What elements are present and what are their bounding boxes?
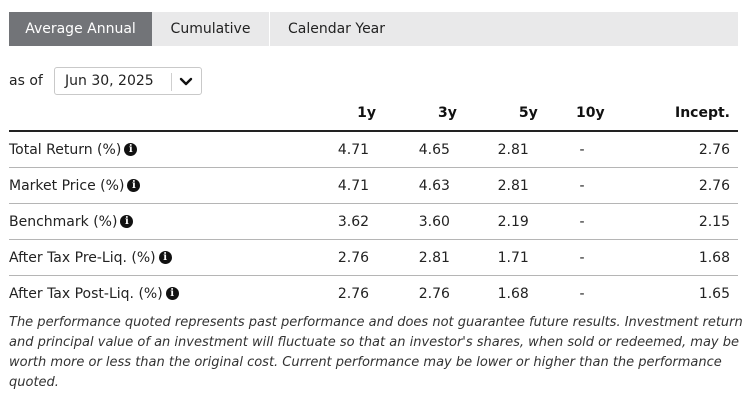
chevron-down-icon[interactable] xyxy=(178,75,194,89)
column-header-1y: 1y xyxy=(297,96,377,132)
table-header-row: 1y 3y 5y 10y Incept. xyxy=(9,96,738,132)
value-5y: 2.81 xyxy=(456,131,538,168)
value-10y: - xyxy=(537,167,615,204)
column-header-label xyxy=(9,96,298,132)
value-1y: 2.76 xyxy=(337,285,370,302)
value-1y: 4.71 xyxy=(297,131,377,168)
value-5y: 1.68 xyxy=(497,285,529,302)
value-10y: - xyxy=(537,203,615,240)
info-icon[interactable]: i xyxy=(127,178,141,192)
info-icon[interactable]: i xyxy=(124,142,138,156)
info-icon[interactable]: i xyxy=(165,286,179,300)
row-label-cell: Market Price (%) i xyxy=(9,167,298,204)
row-label: Total Return (%) xyxy=(9,141,122,158)
value-10y: - xyxy=(579,285,585,302)
row-label: After Tax Post-Liq. (%) xyxy=(9,285,163,302)
value-10y: - xyxy=(537,131,615,168)
value-inception: 2.15 xyxy=(614,203,738,240)
tab-cumulative[interactable]: Cumulative xyxy=(170,21,251,37)
value-inception: 1.65 xyxy=(698,285,730,302)
info-icon[interactable]: i xyxy=(158,250,172,264)
row-label-cell: After Tax Post-Liq. (%) i xyxy=(9,276,297,312)
performance-table: 1y 3y 5y 10y Incept. Total Return (%) i 4… xyxy=(9,96,738,311)
value-inception: 1.68 xyxy=(614,239,738,276)
column-header-3y: 3y xyxy=(376,96,457,132)
table-row: Market Price (%) i 4.71 4.63 2.81 - 2.76 xyxy=(9,167,738,204)
value-1y: 4.71 xyxy=(297,167,377,204)
column-header-5y: 5y xyxy=(456,96,538,132)
as-of-label: as of xyxy=(9,73,43,89)
value-5y: 2.81 xyxy=(456,167,538,204)
row-label: After Tax Pre-Liq. (%) xyxy=(9,249,156,266)
value-3y: 4.63 xyxy=(376,167,457,204)
value-inception: 2.76 xyxy=(614,131,738,168)
value-3y: 4.65 xyxy=(376,131,457,168)
value-5y: 1.71 xyxy=(456,239,538,276)
row-label-cell: Total Return (%) i xyxy=(9,131,298,168)
column-header-10y: 10y xyxy=(537,96,615,132)
select-divider xyxy=(171,73,172,91)
row-label: Benchmark (%) xyxy=(9,213,118,230)
table-row: After Tax Pre-Liq. (%) i 2.76 2.81 1.71 -… xyxy=(9,239,738,276)
row-label-cell: Benchmark (%) i xyxy=(9,203,298,240)
value-3y: 3.60 xyxy=(376,203,457,240)
column-header-inception: Incept. xyxy=(614,96,738,132)
table-row: Benchmark (%) i 3.62 3.60 2.19 - 2.15 xyxy=(9,203,738,240)
value-5y: 2.19 xyxy=(456,203,538,240)
value-10y: - xyxy=(537,239,615,276)
value-inception: 2.76 xyxy=(614,167,738,204)
as-of-date-value: Jun 30, 2025 xyxy=(65,73,154,89)
tab-calendar-year[interactable]: Calendar Year xyxy=(269,12,403,46)
value-3y: 2.81 xyxy=(376,239,457,276)
as-of-date-select[interactable]: Jun 30, 2025 xyxy=(54,67,202,95)
value-3y: 2.76 xyxy=(418,285,450,302)
tab-average-annual[interactable]: Average Annual xyxy=(9,12,152,46)
row-label: Market Price (%) xyxy=(9,177,125,194)
performance-tabs: Average Annual Cumulative Calendar Year xyxy=(9,12,738,46)
table-row: After Tax Post-Liq. (%) i 2.76 2.76 1.68 … xyxy=(9,276,738,312)
info-icon[interactable]: i xyxy=(120,214,134,228)
value-1y: 3.62 xyxy=(297,203,377,240)
row-label-cell: After Tax Pre-Liq. (%) i xyxy=(9,239,298,276)
value-1y: 2.76 xyxy=(297,239,377,276)
performance-disclaimer: The performance quoted represents past p… xyxy=(9,315,743,390)
table-row: Total Return (%) i 4.71 4.65 2.81 - 2.76 xyxy=(9,131,738,168)
